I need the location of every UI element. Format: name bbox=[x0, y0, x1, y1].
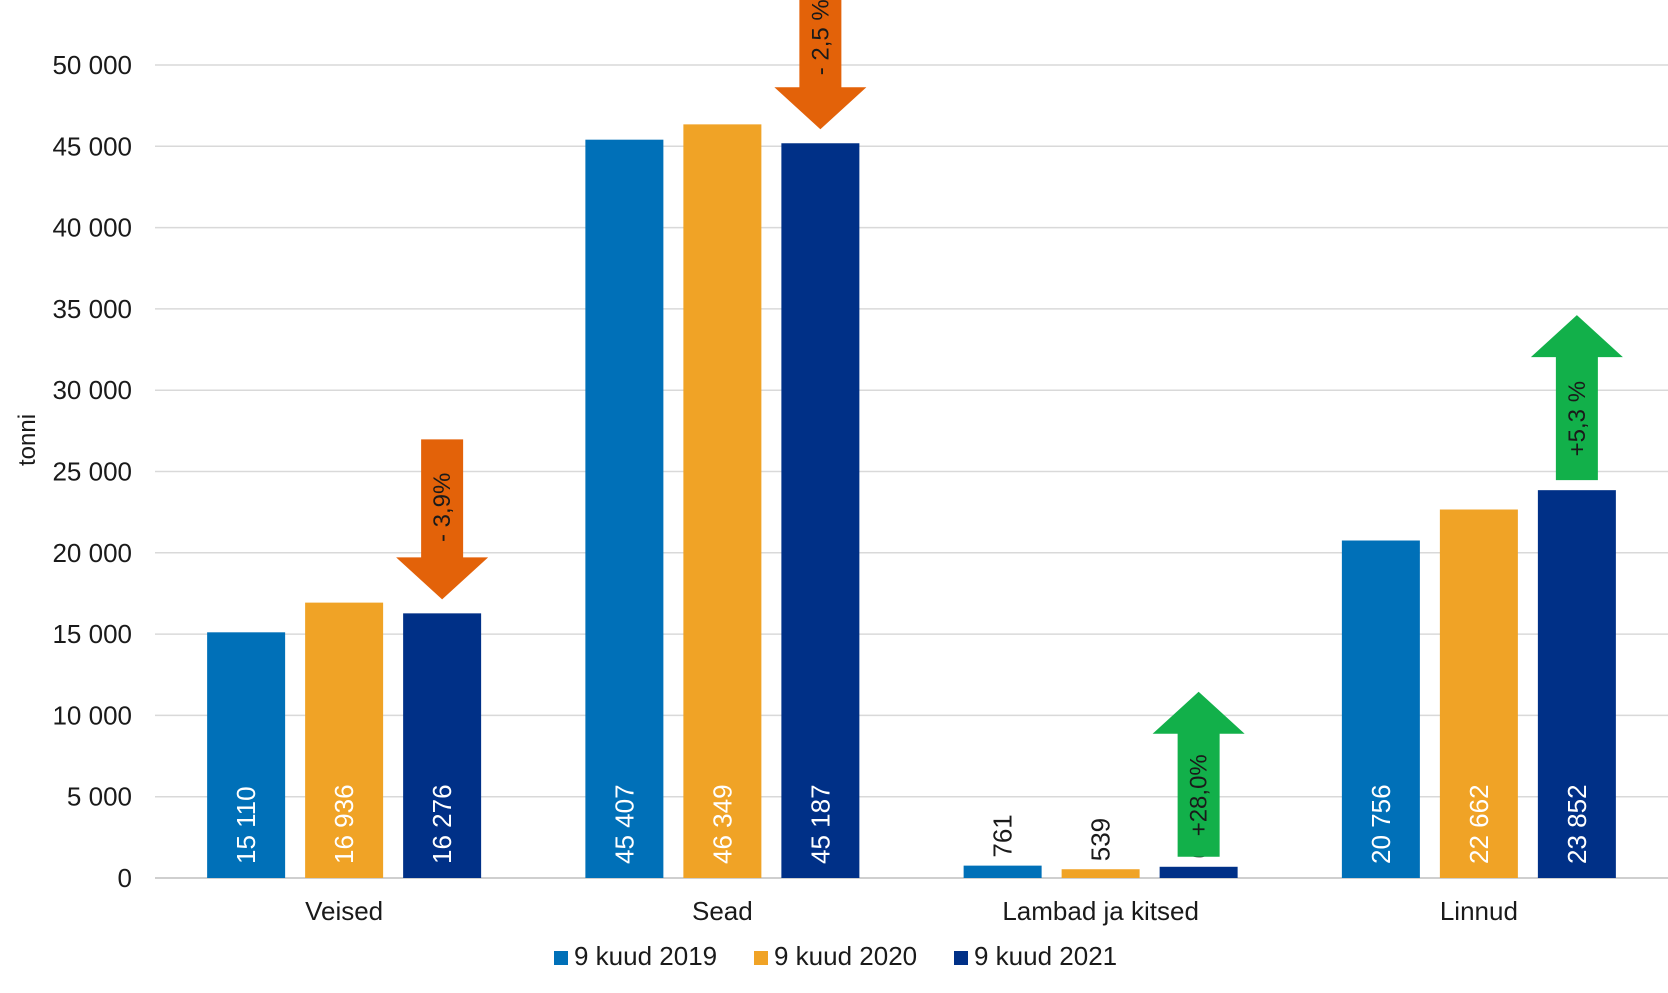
legend-swatch bbox=[754, 951, 768, 965]
category-label: Linnud bbox=[1440, 896, 1518, 926]
y-tick-label: 25 000 bbox=[52, 457, 132, 487]
data-label: 16 276 bbox=[427, 784, 457, 864]
legend-swatch bbox=[554, 951, 568, 965]
category-label: Lambad ja kitsed bbox=[1002, 896, 1199, 926]
y-tick-label: 35 000 bbox=[52, 294, 132, 324]
change-arrow-label: - 2,5 % bbox=[807, 0, 834, 75]
bar bbox=[403, 613, 482, 878]
legend-label: 9 kuud 2020 bbox=[774, 941, 917, 971]
data-label: 15 110 bbox=[231, 786, 261, 864]
change-arrow-label: +5,3 % bbox=[1564, 381, 1591, 456]
y-tick-label: 20 000 bbox=[52, 538, 132, 568]
legend-label: 9 kuud 2019 bbox=[574, 941, 717, 971]
data-labels: 15 110 16 936 16 276 45 407 46 349 45 187 761 5… bbox=[231, 784, 1592, 864]
data-label: 22 662 bbox=[1464, 784, 1494, 864]
legend: 9 kuud 2019 9 kuud 2020 9 kuud 2021 bbox=[554, 941, 1117, 971]
y-tick-label: 30 000 bbox=[52, 375, 132, 405]
change-arrow-label: - 3,9% bbox=[429, 473, 456, 542]
bar bbox=[585, 139, 664, 878]
y-axis-ticks: 0 5 000 10 000 15 000 20 000 25 000 30 000 35 0… bbox=[52, 50, 132, 893]
bar bbox=[1341, 540, 1420, 878]
data-label: 23 852 bbox=[1562, 784, 1592, 864]
y-tick-label: 10 000 bbox=[52, 700, 132, 730]
data-label: 20 756 bbox=[1366, 784, 1396, 864]
bar bbox=[305, 602, 384, 878]
x-axis-categories: Veised Sead Lambad ja kitsed Linnud bbox=[305, 896, 1518, 926]
data-label: 539 bbox=[1086, 818, 1116, 861]
bar bbox=[1439, 509, 1518, 878]
y-tick-label: 0 bbox=[118, 863, 132, 893]
legend-label: 9 kuud 2021 bbox=[974, 941, 1117, 971]
change-arrow bbox=[396, 439, 489, 600]
bar bbox=[1159, 866, 1238, 878]
legend-swatch bbox=[954, 951, 968, 965]
y-axis-title: tonni bbox=[14, 414, 41, 466]
bar bbox=[1537, 490, 1616, 878]
data-label: 45 187 bbox=[805, 784, 835, 864]
change-arrows: - 3,9% - 2,5 % +28,0% +5,3 % bbox=[396, 0, 1623, 857]
change-arrow-label: +28,0% bbox=[1186, 754, 1213, 836]
data-label: 46 349 bbox=[707, 784, 737, 864]
change-arrow bbox=[774, 0, 867, 130]
bar bbox=[683, 124, 762, 879]
category-label: Veised bbox=[305, 896, 383, 926]
bars bbox=[207, 124, 1616, 879]
bar bbox=[781, 143, 860, 878]
data-label: 16 936 bbox=[329, 784, 359, 864]
y-tick-label: 15 000 bbox=[52, 619, 132, 649]
category-label: Sead bbox=[692, 896, 753, 926]
change-arrow bbox=[1530, 315, 1623, 481]
bar bbox=[963, 865, 1042, 878]
change-arrow bbox=[1152, 691, 1245, 857]
bar bbox=[207, 632, 286, 878]
y-tick-label: 40 000 bbox=[52, 213, 132, 243]
y-tick-label: 50 000 bbox=[52, 50, 132, 80]
bar bbox=[1061, 869, 1140, 878]
data-label: 45 407 bbox=[609, 784, 639, 864]
y-tick-label: 5 000 bbox=[67, 782, 132, 812]
data-label: 761 bbox=[988, 814, 1018, 857]
y-tick-label: 45 000 bbox=[52, 131, 132, 161]
